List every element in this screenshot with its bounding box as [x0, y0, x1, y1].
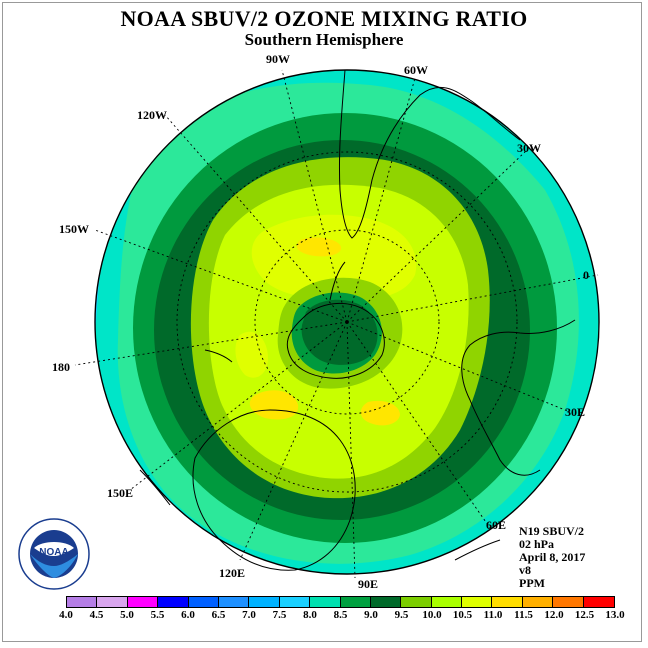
lon-label-180: 180: [52, 360, 70, 374]
map-boundary: [94, 69, 600, 575]
colorbar-tick-label: 11.5: [514, 609, 533, 621]
colorbar-tick-label: 4.5: [89, 609, 104, 621]
colorbar-swatch: [522, 597, 554, 607]
colorbar-swatch: [67, 597, 98, 607]
colorbar-swatch: [340, 597, 371, 607]
colorbar-ticks: 4.0 4.5 5.0 5.5 6.0 6.5 7.0 7.5 8.0 8.5 9.0 9.5 10.0…: [59, 609, 625, 623]
info-version: v8: [519, 563, 531, 577]
meridian-150e: [129, 321, 348, 491]
africa-outline: [461, 319, 576, 476]
map-subtitle: Southern Hemisphere: [244, 30, 404, 49]
south-america-outline: [338, 69, 471, 239]
colorbar-tick-label: 10.5: [452, 609, 473, 621]
colorbar-tick-label: 7.5: [272, 609, 287, 621]
colorbar-tick-label: 12.0: [544, 609, 564, 621]
colorbar-swatch: [188, 597, 219, 607]
noaa-logo: NOAA: [18, 518, 90, 590]
meridian-180: [74, 321, 348, 366]
colorbar-tick-label: 12.5: [574, 609, 595, 621]
field-max-south-east: [360, 400, 400, 426]
meridian-120w: [164, 114, 348, 323]
new-zealand-outline: [139, 469, 171, 506]
meridian-30e: [346, 321, 571, 413]
colorbar-tick-label: 8.0: [303, 609, 317, 621]
colorbar-tick-label: 5.5: [150, 609, 165, 621]
south-america-coast-east: [469, 99, 521, 141]
colorbar-swatch: [127, 597, 159, 607]
latitude-circle-middle: [176, 151, 518, 493]
meridian-120e: [239, 321, 348, 561]
colorbar-tick-label: 9.5: [394, 609, 409, 621]
colorbar-tick-label: 11.0: [483, 609, 503, 621]
field-band-10-5-north: [251, 214, 417, 300]
logo-wordmark: NOAA: [39, 547, 68, 558]
ross-sea-coast: [204, 349, 233, 363]
field-max-north: [296, 237, 342, 257]
graticule: [74, 69, 599, 579]
figure-frame: [2, 2, 642, 642]
latitude-circle-inner: [254, 229, 440, 415]
info-block: N19 SBUV/2 02 hPa April 8, 2017 v8 PPM: [519, 525, 585, 590]
colorbar-swatch: [401, 597, 432, 607]
antarctica-outline: [286, 302, 385, 379]
colorbar-swatch: [310, 597, 341, 607]
colorbar-swatch: [583, 597, 615, 607]
meridian-60w: [346, 77, 416, 323]
field-pole-minimum: [301, 299, 378, 365]
lon-label-30w: 30W: [517, 141, 541, 155]
info-units: PPM: [519, 576, 545, 590]
lon-label-60w: 60W: [404, 63, 428, 77]
map-title: NOAA SBUV/2 OZONE MIXING RATIO: [120, 6, 528, 31]
colorbar-swatch: [553, 597, 584, 607]
meridian-90w: [281, 69, 348, 323]
lon-label-120e: 120E: [219, 566, 246, 580]
colorbar-tick-label: 13.0: [605, 609, 625, 621]
colorbar-swatch: [431, 597, 463, 607]
meridian-30w: [346, 149, 528, 323]
meridian-60e: [346, 321, 491, 529]
indian-ocean-islands: [454, 539, 501, 561]
colorbar-swatch: [370, 597, 402, 607]
colorbar-swatch: [218, 597, 250, 607]
lon-label-90e: 90E: [358, 577, 379, 591]
colorbar-tick-label: 9.0: [364, 609, 378, 621]
field-max-south-west: [249, 390, 299, 420]
colorbar-swatch: [462, 597, 493, 607]
colorbar-tick-label: 10.0: [422, 609, 442, 621]
lon-label-30e: 30E: [565, 405, 586, 419]
colorbar-tick-label: 5.0: [120, 609, 134, 621]
lon-label-120w: 120W: [137, 108, 167, 122]
lon-label-60e: 60E: [486, 518, 507, 532]
colorbar-swatch: [249, 597, 280, 607]
colorbar-swatch: [97, 597, 128, 607]
colorbar-swatch: [492, 597, 523, 607]
colorbar: [66, 596, 615, 608]
lon-label-0: 0: [583, 268, 589, 282]
field-band-10-5-west: [235, 331, 268, 378]
colorbar-tick-label: 8.5: [333, 609, 348, 621]
lon-label-150w: 150W: [59, 222, 89, 236]
colorbar-tick-label: 6.0: [181, 609, 195, 621]
colorbar-tick-label: 6.5: [211, 609, 226, 621]
colorbar-swatch: [279, 597, 311, 607]
colorbar-tick-label: 4.0: [59, 609, 73, 621]
info-date: April 8, 2017: [519, 550, 586, 564]
info-satellite: N19 SBUV/2: [519, 524, 585, 538]
lon-label-150e: 150E: [107, 486, 134, 500]
info-level: 02 hPa: [519, 537, 555, 551]
lon-label-90w: 90W: [266, 52, 290, 66]
antarctic-peninsula-outline: [329, 261, 346, 301]
colorbar-tick-label: 7.0: [242, 609, 256, 621]
colorbar-swatch: [158, 597, 189, 607]
